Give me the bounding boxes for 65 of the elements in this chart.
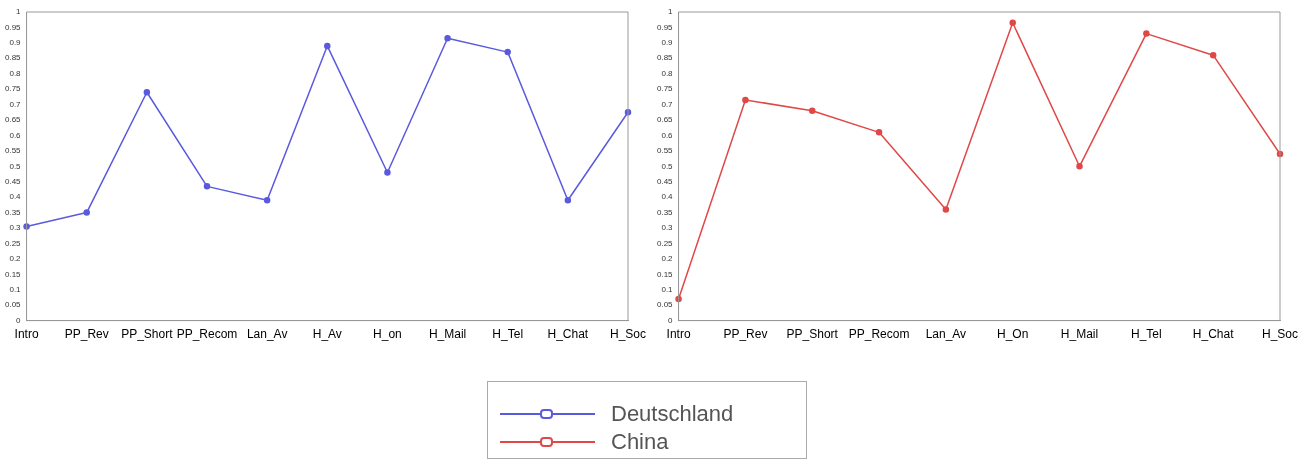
y-tick-label: 0.6 bbox=[661, 130, 674, 140]
x-tick-label: PP_Recom bbox=[848, 327, 910, 342]
y-tick-label: 0.25 bbox=[4, 238, 22, 248]
y-tick-label: 0.35 bbox=[4, 207, 22, 217]
y-tick-label: 1 bbox=[668, 7, 674, 17]
y-tick-label: 0.5 bbox=[9, 161, 22, 171]
y-tick-label: 0.55 bbox=[4, 146, 22, 156]
x-tick-label: H_Mail bbox=[1060, 327, 1099, 342]
y-tick-label: 0.95 bbox=[656, 22, 674, 32]
y-tick-label: 0.6 bbox=[9, 130, 22, 140]
y-tick-label: 0.45 bbox=[4, 176, 22, 186]
y-tick-label: 0.25 bbox=[656, 238, 674, 248]
y-tick-label: 0 bbox=[668, 315, 674, 325]
y-tick-label: 0 bbox=[16, 315, 22, 325]
x-tick-label: Intro bbox=[14, 327, 39, 342]
y-tick-label: 0.75 bbox=[656, 84, 674, 94]
y-tick-label: 0.3 bbox=[9, 223, 22, 233]
x-tick-label: PP_Short bbox=[786, 327, 839, 342]
x-tick-label: H_Chat bbox=[547, 327, 589, 342]
y-tick-label: 0.9 bbox=[9, 38, 22, 48]
x-tick-label: H_Soc bbox=[609, 327, 647, 342]
y-tick-label: 0.65 bbox=[4, 115, 22, 125]
y-tick-label: 0.4 bbox=[9, 192, 22, 202]
x-tick-label: H_on bbox=[373, 327, 402, 342]
x-tick-label: PP_Rev bbox=[64, 327, 109, 342]
x-tick-label: Lan_Av bbox=[246, 327, 288, 342]
x-tick-label: H_Soc bbox=[1261, 327, 1299, 342]
y-tick-label: 0.45 bbox=[656, 176, 674, 186]
y-tick-label: 0.7 bbox=[661, 99, 674, 109]
y-tick-label: 0.5 bbox=[661, 161, 674, 171]
x-tick-label: H_On bbox=[997, 327, 1029, 342]
x-tick-label: PP_Short bbox=[121, 327, 174, 342]
y-tick-label: 0.05 bbox=[4, 300, 22, 310]
y-tick-label: 0.4 bbox=[661, 192, 674, 202]
x-tick-label: Intro bbox=[666, 327, 691, 342]
x-tick-label: PP_Rev bbox=[723, 327, 768, 342]
y-tick-label: 0.85 bbox=[656, 53, 674, 63]
x-tick-label: PP_Recom bbox=[176, 327, 238, 342]
y-tick-label: 0.1 bbox=[661, 284, 674, 294]
y-tick-label: 0.75 bbox=[4, 84, 22, 94]
y-tick-label: 0.3 bbox=[661, 223, 674, 233]
legend-label: Deutschland bbox=[611, 401, 734, 427]
y-tick-label: 0.95 bbox=[4, 22, 22, 32]
y-tick-label: 1 bbox=[16, 7, 22, 17]
y-tick-label: 0.35 bbox=[656, 207, 674, 217]
y-tick-label: 0.1 bbox=[9, 284, 22, 294]
y-tick-label: 0.8 bbox=[9, 68, 22, 78]
y-tick-label: 0.15 bbox=[4, 269, 22, 279]
y-tick-label: 0.55 bbox=[656, 146, 674, 156]
y-tick-label: 0.9 bbox=[661, 38, 674, 48]
y-tick-label: 0.15 bbox=[656, 269, 674, 279]
x-tick-label: H_Chat bbox=[1192, 327, 1235, 342]
x-tick-label: Lan_Av bbox=[925, 327, 967, 342]
y-tick-label: 0.65 bbox=[656, 115, 674, 125]
y-tick-label: 0.8 bbox=[661, 68, 674, 78]
x-tick-label: H_Tel bbox=[1131, 327, 1162, 342]
y-tick-label: 0.05 bbox=[656, 300, 674, 310]
x-tick-label: H_Mail bbox=[428, 327, 467, 342]
y-tick-label: 0.85 bbox=[4, 53, 22, 63]
x-tick-label: H_Av bbox=[312, 327, 342, 342]
x-tick-label: H_Tel bbox=[492, 327, 524, 342]
legend-label: China bbox=[611, 429, 669, 455]
y-tick-label: 0.2 bbox=[9, 254, 22, 264]
y-tick-label: 0.2 bbox=[661, 254, 674, 264]
y-tick-label: 0.7 bbox=[9, 99, 22, 109]
